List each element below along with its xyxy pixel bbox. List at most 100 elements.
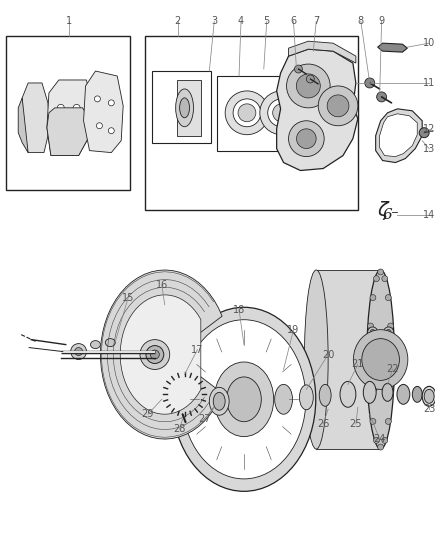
Bar [316, 270, 381, 449]
Circle shape [397, 368, 402, 374]
Circle shape [238, 104, 256, 122]
Circle shape [359, 345, 364, 351]
Text: 20: 20 [322, 350, 334, 360]
Text: 8: 8 [358, 17, 364, 26]
Circle shape [370, 295, 376, 301]
Circle shape [286, 64, 330, 108]
Circle shape [57, 104, 64, 111]
Circle shape [395, 343, 405, 353]
Circle shape [318, 86, 358, 126]
Circle shape [377, 92, 387, 102]
Text: 5: 5 [264, 17, 270, 26]
Polygon shape [84, 71, 123, 152]
Circle shape [388, 390, 394, 396]
Circle shape [367, 390, 374, 396]
Circle shape [163, 373, 206, 416]
Ellipse shape [150, 350, 159, 359]
Circle shape [368, 327, 378, 337]
Circle shape [384, 327, 393, 337]
Circle shape [73, 129, 80, 136]
Circle shape [365, 78, 374, 88]
Circle shape [73, 104, 80, 111]
Circle shape [370, 329, 375, 334]
Text: 28: 28 [173, 424, 186, 434]
Ellipse shape [300, 385, 313, 410]
Circle shape [289, 121, 324, 157]
Ellipse shape [226, 377, 261, 422]
Bar [152, 71, 211, 143]
Circle shape [57, 129, 64, 136]
Circle shape [385, 418, 391, 424]
Circle shape [367, 357, 373, 362]
Circle shape [374, 276, 379, 281]
Circle shape [233, 99, 261, 127]
Text: 9: 9 [378, 17, 385, 26]
Circle shape [378, 269, 384, 275]
Circle shape [357, 343, 366, 353]
Bar [6, 36, 130, 190]
Circle shape [370, 385, 375, 390]
Bar [145, 36, 358, 211]
Circle shape [273, 104, 290, 122]
Polygon shape [22, 83, 50, 152]
Ellipse shape [180, 98, 190, 118]
Bar [177, 80, 201, 136]
Circle shape [171, 381, 198, 408]
Text: 7: 7 [313, 17, 319, 26]
Ellipse shape [275, 384, 293, 414]
Circle shape [297, 74, 320, 98]
Ellipse shape [182, 320, 306, 479]
Text: 15: 15 [122, 293, 134, 303]
Ellipse shape [362, 338, 399, 381]
Ellipse shape [214, 362, 274, 437]
Circle shape [268, 99, 296, 127]
Circle shape [306, 75, 314, 83]
Text: 12: 12 [423, 124, 435, 134]
Circle shape [260, 91, 304, 135]
Polygon shape [100, 270, 222, 439]
Ellipse shape [397, 384, 410, 404]
Circle shape [382, 438, 388, 443]
Text: 23: 23 [423, 404, 435, 414]
Text: 25: 25 [350, 419, 362, 429]
Circle shape [294, 65, 302, 73]
Circle shape [74, 348, 83, 356]
Circle shape [368, 382, 378, 392]
Circle shape [178, 387, 191, 401]
Text: 6: 6 [290, 17, 297, 26]
Ellipse shape [340, 382, 356, 407]
Circle shape [357, 366, 366, 376]
Text: 26: 26 [317, 419, 329, 429]
Text: 10: 10 [423, 38, 435, 48]
Circle shape [179, 410, 187, 418]
Ellipse shape [304, 270, 328, 449]
Circle shape [374, 438, 379, 443]
Text: 16: 16 [155, 280, 168, 290]
Text: 24: 24 [374, 434, 386, 444]
Circle shape [225, 91, 269, 135]
Circle shape [385, 295, 391, 301]
Text: 22: 22 [386, 365, 399, 375]
Polygon shape [47, 80, 91, 156]
Ellipse shape [106, 338, 115, 346]
Circle shape [370, 418, 376, 424]
Ellipse shape [209, 387, 229, 415]
Ellipse shape [146, 345, 164, 364]
Bar [217, 76, 294, 151]
Polygon shape [120, 295, 201, 414]
Ellipse shape [172, 308, 316, 491]
Circle shape [327, 95, 349, 117]
Ellipse shape [140, 340, 170, 369]
Circle shape [386, 329, 391, 334]
Text: 11: 11 [423, 78, 435, 88]
Circle shape [108, 128, 114, 134]
Ellipse shape [367, 270, 395, 449]
Text: 3: 3 [211, 17, 217, 26]
Circle shape [65, 142, 72, 149]
Circle shape [71, 344, 87, 360]
Text: 21: 21 [352, 359, 364, 369]
Ellipse shape [412, 386, 422, 402]
Text: ζ: ζ [377, 201, 388, 220]
Text: 13: 13 [423, 143, 435, 154]
Polygon shape [380, 114, 417, 157]
